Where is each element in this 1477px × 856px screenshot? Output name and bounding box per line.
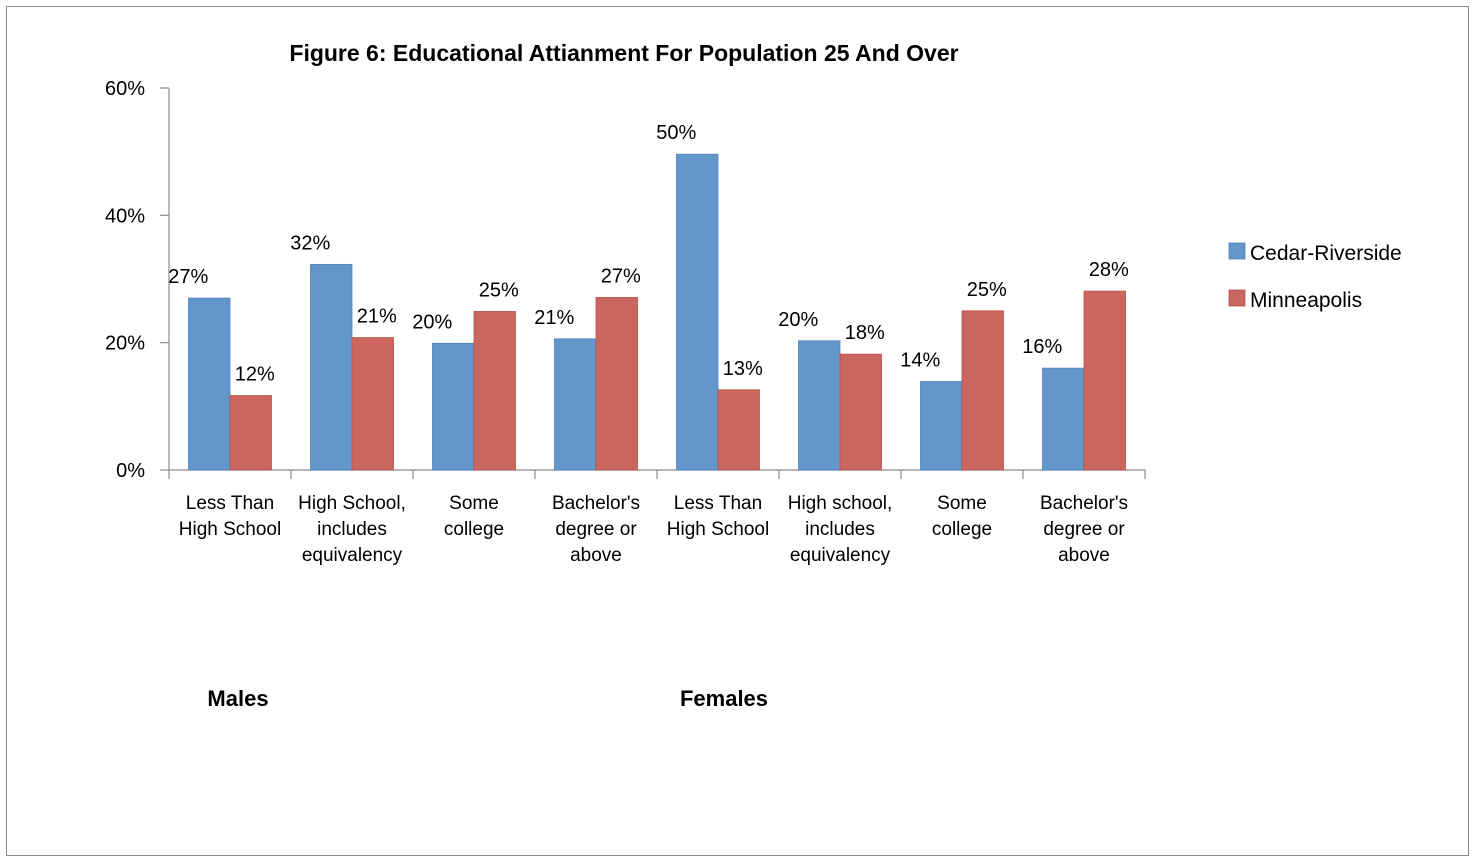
category-label: Less Than High School <box>667 493 769 540</box>
bar <box>432 342 475 471</box>
bar <box>920 381 963 471</box>
category-label: High school, includes equivalency <box>788 493 893 566</box>
group-label: Males <box>207 686 268 711</box>
data-label: 20% <box>778 309 818 331</box>
bar <box>839 353 882 471</box>
category-label: Bachelor's degree or above <box>552 493 640 566</box>
category-label: High School, includes equivalency <box>298 493 406 566</box>
legend-swatch <box>1228 289 1246 307</box>
bar <box>717 389 760 471</box>
bar <box>676 153 719 471</box>
bar <box>351 337 394 471</box>
bar <box>554 338 597 471</box>
bar <box>473 311 516 471</box>
bar <box>595 297 638 471</box>
bar <box>798 340 841 471</box>
bar <box>961 310 1004 471</box>
y-tick-label: 40% <box>105 205 145 227</box>
bar <box>188 297 231 471</box>
group-label: Females <box>680 686 768 711</box>
data-label: 25% <box>967 279 1007 301</box>
y-tick-label: 0% <box>116 460 145 482</box>
data-label: 12% <box>235 364 275 386</box>
data-labels: 27% 32% 20% 21% 50% 20% 14% 16% 12% 21% 25% 27% 13% 1… <box>168 122 1129 385</box>
group-labels: Males Females <box>207 686 768 711</box>
category-label: Some college <box>444 493 504 540</box>
chart-title: Figure 6: Educational Attianment For Pop… <box>289 40 958 66</box>
data-label: 20% <box>412 311 452 333</box>
legend-label: Cedar-Riverside <box>1250 242 1402 265</box>
bar <box>310 263 353 471</box>
data-label: 21% <box>534 307 574 329</box>
data-label: 27% <box>601 265 641 287</box>
bars <box>188 153 1126 471</box>
data-label: 16% <box>1022 336 1062 358</box>
bar <box>1083 290 1126 471</box>
category-label: Less Than High School <box>179 493 281 540</box>
data-label: 50% <box>656 122 696 144</box>
category-label: Bachelor's degree or above <box>1040 493 1128 566</box>
data-label: 18% <box>845 322 885 344</box>
data-label: 25% <box>479 279 519 301</box>
bar <box>1042 367 1085 471</box>
data-label: 28% <box>1089 259 1129 281</box>
category-label: Some college <box>932 493 992 540</box>
data-label: 32% <box>290 232 330 254</box>
y-tick-label: 60% <box>105 78 145 100</box>
legend: Cedar-Riverside Minneapolis <box>1228 242 1402 312</box>
legend-label: Minneapolis <box>1250 289 1362 312</box>
data-label: 14% <box>900 350 940 372</box>
category-labels: Less Than High School High School, includes… <box>179 493 1128 566</box>
data-label: 27% <box>168 266 208 288</box>
legend-swatch <box>1228 242 1246 260</box>
y-tick-label: 20% <box>105 333 145 355</box>
bar <box>229 395 272 471</box>
data-label: 21% <box>357 306 397 328</box>
data-label: 13% <box>723 358 763 380</box>
